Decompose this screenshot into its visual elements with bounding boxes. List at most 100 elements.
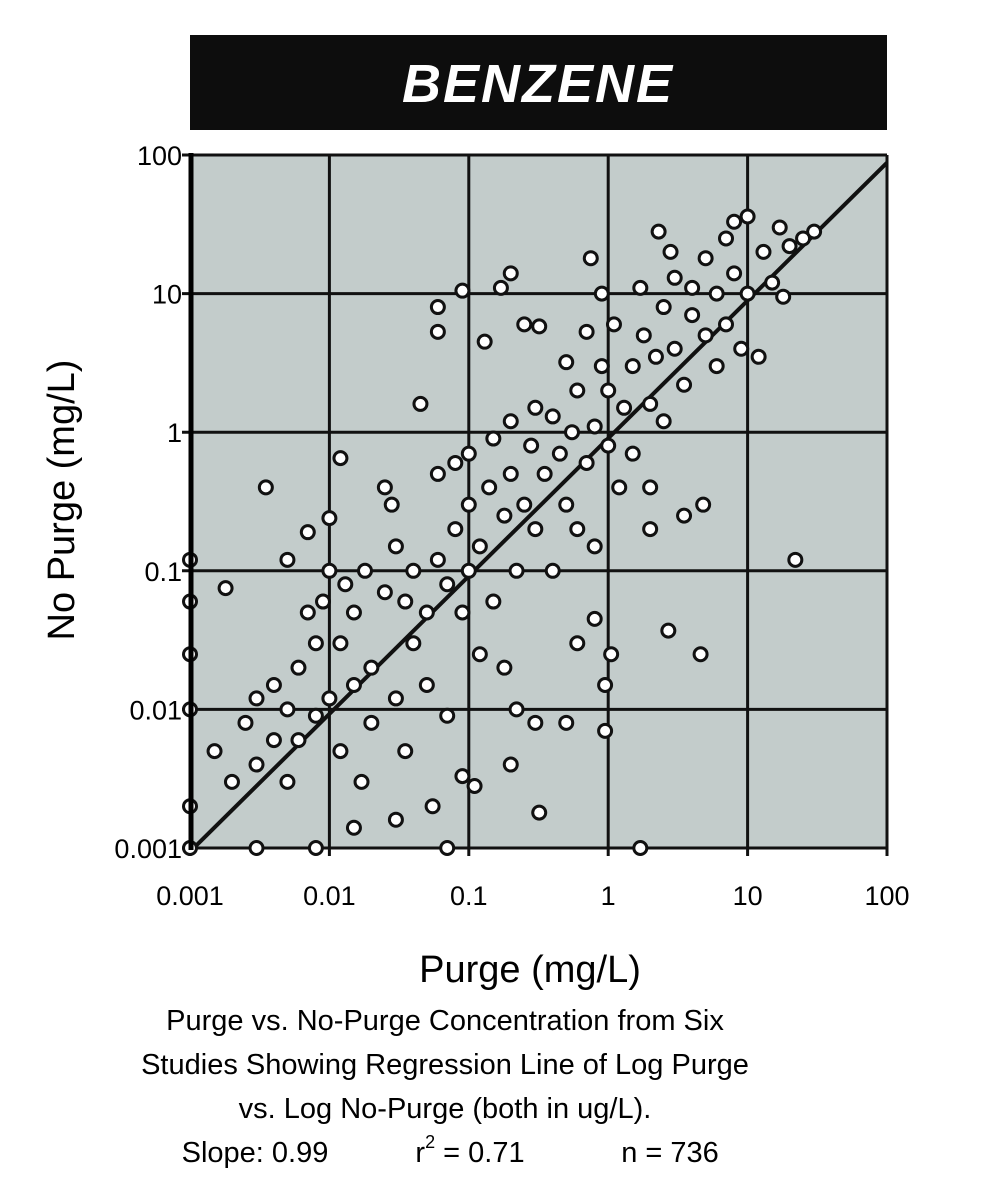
data-point	[376, 584, 393, 601]
data-point	[624, 358, 641, 375]
data-point	[345, 819, 362, 836]
data-point	[206, 743, 223, 760]
data-point	[257, 479, 274, 496]
data-point	[718, 316, 735, 333]
data-point	[726, 265, 743, 282]
data-point	[508, 562, 525, 579]
caption-line-1: Purge vs. No-Purge Concentration from Si…	[166, 1005, 724, 1037]
data-point	[476, 333, 493, 350]
data-point	[502, 265, 519, 282]
data-point	[755, 243, 772, 260]
data-point	[471, 538, 488, 555]
data-point	[586, 610, 603, 627]
data-point	[496, 659, 513, 676]
data-point	[750, 348, 767, 365]
data-point	[439, 576, 456, 593]
data-point	[708, 285, 725, 302]
data-point	[695, 496, 712, 513]
data-point	[299, 524, 316, 541]
data-point	[321, 690, 338, 707]
data-point	[496, 507, 513, 524]
data-point	[383, 496, 400, 513]
data-point	[502, 413, 519, 430]
data-point	[332, 450, 349, 467]
y-axis-title: No Purge (mg/L)	[41, 360, 83, 641]
caption-slope: Slope: 0.99	[182, 1137, 329, 1169]
data-point	[558, 496, 575, 513]
data-point	[611, 479, 628, 496]
data-point	[795, 230, 812, 247]
data-point	[558, 714, 575, 731]
data-point	[666, 340, 683, 357]
data-point	[397, 743, 414, 760]
data-point	[397, 593, 414, 610]
data-point	[593, 285, 610, 302]
data-point	[684, 307, 701, 324]
data-point	[806, 223, 823, 240]
x-tick-label: 10	[733, 881, 763, 911]
data-point	[739, 285, 756, 302]
data-point	[454, 604, 471, 621]
data-point	[764, 274, 781, 291]
data-point	[439, 840, 456, 856]
data-point	[363, 714, 380, 731]
data-point	[454, 282, 471, 299]
data-point	[569, 382, 586, 399]
data-point	[405, 562, 422, 579]
data-point	[733, 340, 750, 357]
data-point	[523, 437, 540, 454]
data-point	[775, 288, 792, 305]
data-point	[593, 358, 610, 375]
data-point	[558, 354, 575, 371]
data-point	[321, 510, 338, 527]
data-point	[632, 279, 649, 296]
data-point	[290, 732, 307, 749]
data-point	[692, 646, 709, 663]
data-point	[307, 635, 324, 652]
data-point	[718, 230, 735, 247]
data-point	[429, 551, 446, 568]
data-point	[662, 243, 679, 260]
data-point	[531, 804, 548, 821]
data-point	[655, 413, 672, 430]
data-point	[544, 408, 561, 425]
data-point	[569, 635, 586, 652]
data-point	[697, 250, 714, 267]
caption: Purge vs. No-Purge Concentration from Si…	[141, 1005, 749, 1169]
data-point	[471, 646, 488, 663]
data-point	[642, 521, 659, 538]
data-point	[739, 208, 756, 225]
data-point	[655, 299, 672, 316]
data-point	[248, 756, 265, 773]
data-point	[676, 376, 693, 393]
x-tick-label: 0.001	[156, 881, 224, 911]
data-point	[586, 538, 603, 555]
data-point	[345, 604, 362, 621]
data-point	[418, 676, 435, 693]
data-point	[544, 562, 561, 579]
data-point	[697, 327, 714, 344]
y-tick-label: 10	[152, 280, 182, 310]
data-point	[481, 479, 498, 496]
data-point	[642, 479, 659, 496]
data-point	[315, 593, 332, 610]
data-point	[332, 635, 349, 652]
data-point	[223, 773, 240, 790]
data-point	[424, 798, 441, 815]
caption-line-3: vs. Log No-Purge (both in ug/L).	[239, 1093, 652, 1125]
data-point	[387, 538, 404, 555]
data-point	[578, 323, 595, 340]
data-point	[279, 773, 296, 790]
data-point	[356, 562, 373, 579]
data-point	[492, 279, 509, 296]
data-point	[299, 604, 316, 621]
data-point	[508, 701, 525, 718]
data-point	[582, 250, 599, 267]
data-point	[429, 465, 446, 482]
data-point	[279, 701, 296, 718]
data-point	[345, 676, 362, 693]
data-point	[564, 424, 581, 441]
data-point	[447, 454, 464, 471]
data-point	[429, 299, 446, 316]
data-point	[353, 773, 370, 790]
